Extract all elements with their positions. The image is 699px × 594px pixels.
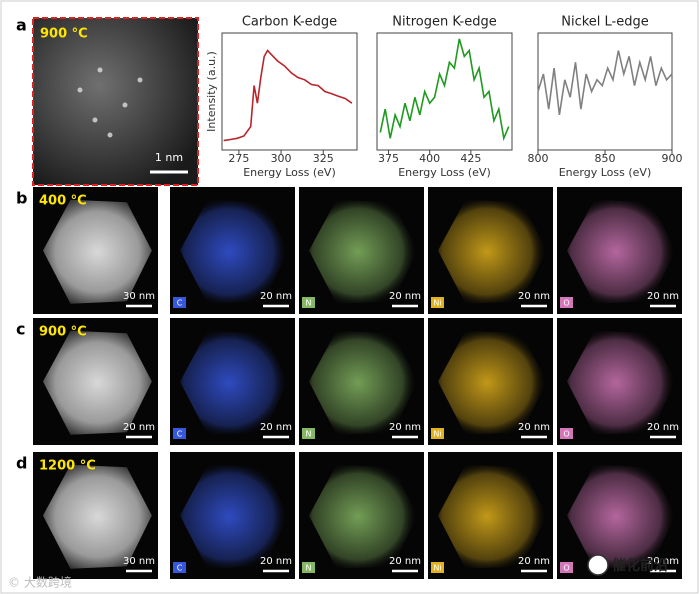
element-map [180,330,289,435]
panel-label: c [16,320,25,339]
watermark: 催化前沿 [612,557,668,574]
x-axis-label: Energy Loss (eV) [398,166,491,179]
x-tick-label: 425 [460,152,481,165]
x-tick-label: 300 [271,152,292,165]
element-tag [302,562,315,573]
scale-bar-label: 20 nm [647,422,679,433]
scale-bar-label: 20 nm [389,422,421,433]
atom-spot [107,132,113,138]
x-tick-label: 375 [378,152,399,165]
element-map [567,199,676,304]
temperature-label: 900 °C [39,325,87,340]
x-tick-label: 800 [528,152,549,165]
element-label: C [177,430,183,439]
tem-image [32,17,199,186]
element-tag [431,562,444,573]
panel-label: d [16,454,27,473]
element-label: C [177,564,183,573]
watermark: © 大数跨境 [8,575,72,590]
y-axis-label: Intensity (a.u.) [205,51,218,132]
scale-bar-label: 1 nm [155,151,183,164]
x-tick-label: 400 [419,152,440,165]
scale-bar-label: 20 nm [260,556,292,567]
chart-title: Nitrogen K-edge [392,15,496,30]
chart-title: Carbon K-edge [242,15,337,30]
element-tag [560,428,573,439]
plot-frame [221,32,358,151]
element-map [567,464,676,569]
particle [43,330,152,435]
element-map [567,330,676,435]
x-tick-label: 900 [662,152,683,165]
scale-bar-label: 20 nm [389,556,421,567]
scale-bar-label: 20 nm [260,422,292,433]
element-tag [431,297,444,308]
logo [587,554,609,576]
particle [43,199,152,304]
temperature-label: 900 °C [40,27,88,42]
scale-bar-label: 20 nm [647,556,679,567]
scale-bar-label: 30 nm [123,291,155,302]
element-map [438,464,547,569]
atom-spot [77,87,83,93]
element-label: N [306,430,312,439]
element-label: O [563,299,569,308]
element-label: N [306,299,312,308]
temperature-label: 400 °C [39,194,87,209]
atom-spot [92,117,98,123]
element-label: O [563,564,569,573]
element-tag [173,562,186,573]
element-tag [173,428,186,439]
spectrum-line [223,49,353,142]
scale-bar-label: 30 nm [123,556,155,567]
scale-bar-label: 20 nm [647,291,679,302]
atom-spot [137,77,143,83]
element-map [438,330,547,435]
element-label: Ni [433,299,441,308]
spectrum-line [379,38,510,142]
spectrum-line [537,50,673,116]
element-label: N [306,564,312,573]
scale-bar-label: 20 nm [260,291,292,302]
x-axis-label: Energy Loss (eV) [559,166,652,179]
scale-bar-label: 20 nm [518,291,550,302]
plot-frame [376,32,513,151]
x-axis-label: Energy Loss (eV) [243,166,336,179]
element-tag [560,297,573,308]
element-map [180,199,289,304]
element-tag [302,428,315,439]
element-map [180,464,289,569]
panel-label: a [16,16,27,35]
element-label: Ni [433,430,441,439]
x-tick-label: 325 [313,152,334,165]
scale-bar-label: 20 nm [123,422,155,433]
element-map [309,330,418,435]
element-tag [560,562,573,573]
element-label: Ni [433,564,441,573]
x-tick-label: 275 [228,152,249,165]
x-tick-label: 850 [595,152,616,165]
element-label: C [177,299,183,308]
scale-bar-label: 20 nm [518,556,550,567]
element-label: O [563,430,569,439]
element-tag [302,297,315,308]
element-map [309,464,418,569]
element-map [438,199,547,304]
chart-title: Nickel L-edge [561,15,649,30]
temperature-label: 1200 °C [39,459,96,474]
particle [43,464,152,569]
scale-bar-label: 20 nm [389,291,421,302]
element-tag [173,297,186,308]
element-map [309,199,418,304]
panel-label: b [16,189,27,208]
atom-spot [122,102,128,108]
atom-spot [97,67,103,73]
scale-bar-label: 20 nm [518,422,550,433]
element-tag [431,428,444,439]
